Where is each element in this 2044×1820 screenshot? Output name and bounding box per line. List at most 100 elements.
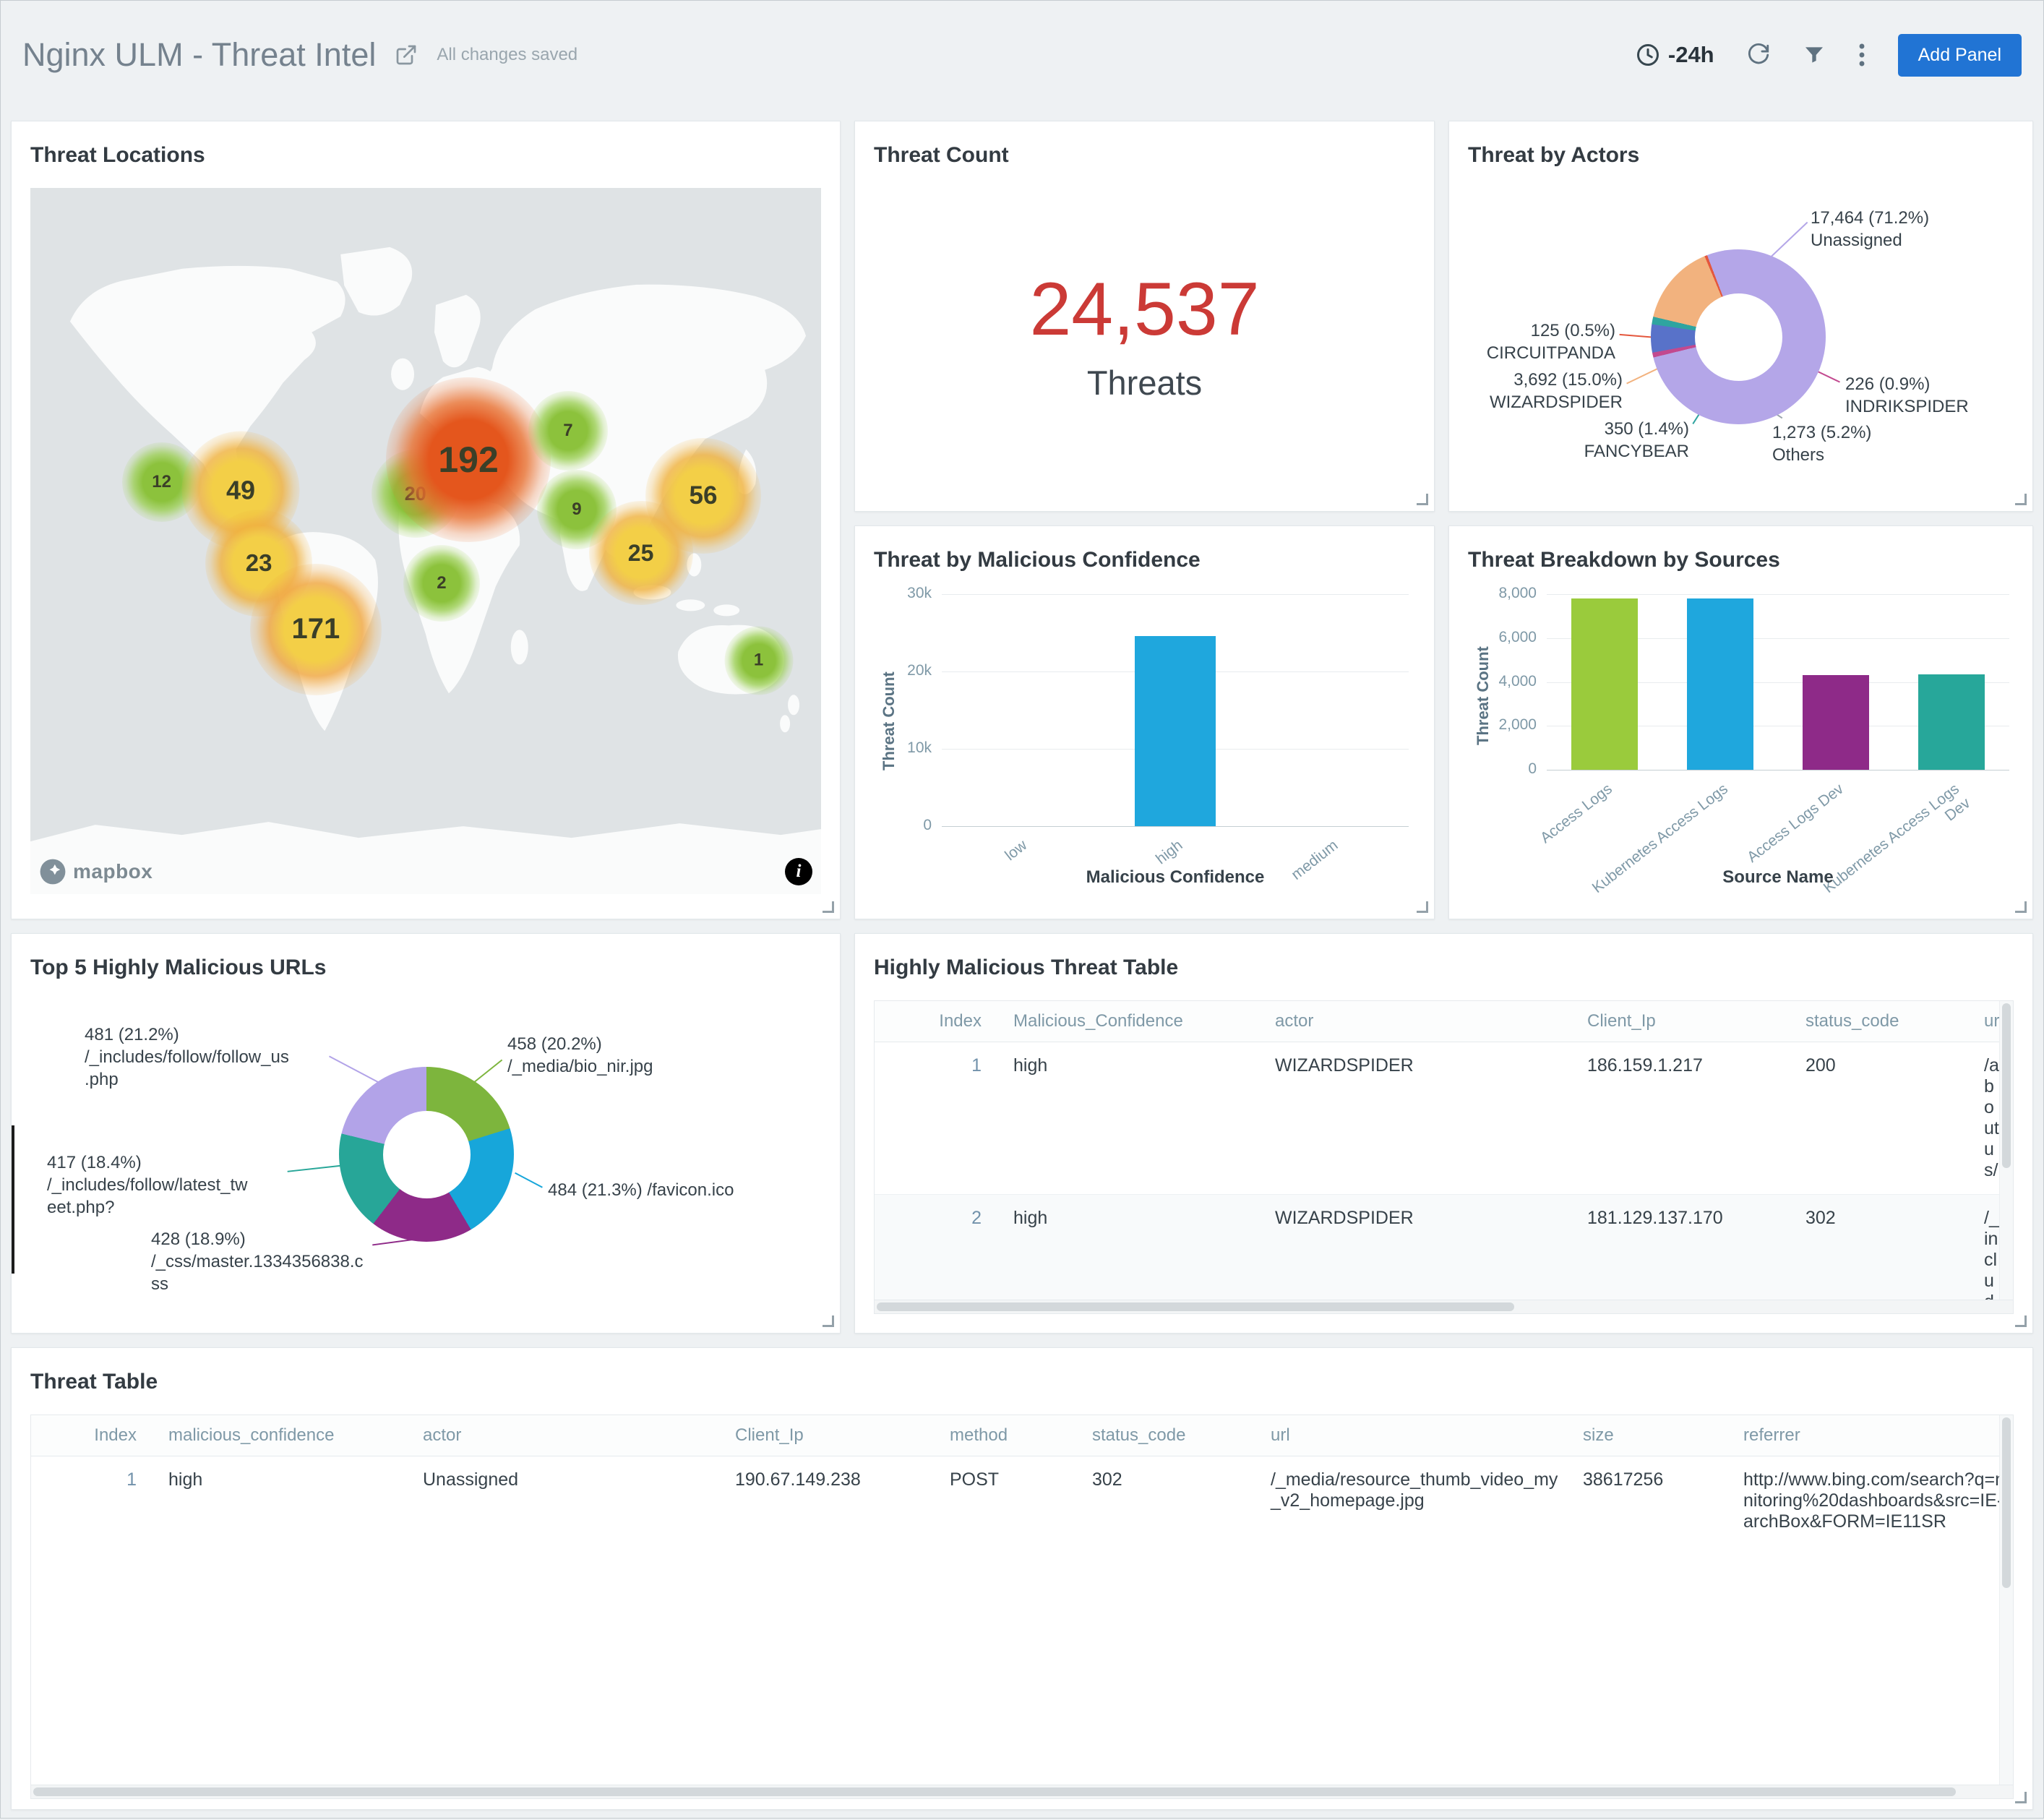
threat-count-value: 24,537 <box>1029 267 1260 351</box>
column-header[interactable]: status_code <box>1794 1001 1972 1042</box>
donut-label-master-css: 428 (18.9%) /_css/master.1334356838.c ss <box>151 1229 364 1295</box>
add-panel-button[interactable]: Add Panel <box>1897 33 2022 77</box>
urls-donut[interactable] <box>339 1067 514 1242</box>
dashboard-header: Nginx ULM - Threat Intel All changes sav… <box>1 1 2043 109</box>
chart-bar[interactable] <box>1135 636 1216 826</box>
horizontal-scrollbar[interactable] <box>875 1300 2013 1313</box>
mapbox-logo-text: mapbox <box>73 860 153 883</box>
dashboard-title: Nginx ULM - Threat Intel <box>22 36 377 73</box>
actors-donut[interactable] <box>1651 249 1826 424</box>
map-threat-bubble[interactable]: 1 <box>724 626 794 695</box>
panel-title: Threat by Malicious Confidence <box>874 548 1201 572</box>
urls-donut-chart: 481 (21.2%) /_includes/follow/follow_us … <box>12 934 840 1333</box>
table-row[interactable]: 1 high WIZARDSPIDER 186.159.1.217 200/aboutu… <box>875 1042 2013 1195</box>
y-axis-title: Threat Count <box>1474 646 1492 746</box>
refresh-icon[interactable] <box>1746 43 1771 67</box>
y-tick-label: 2,000 <box>1498 716 1537 734</box>
table-row[interactable]: 1 high Unassigned 190.67.149.238 POST 302/_me… <box>31 1456 2013 1798</box>
donut-label-indrikspider: 226 (0.9%) INDRIKSPIDER <box>1845 374 1969 417</box>
panel-threat-count: Threat Count 24,537 Threats <box>854 121 1435 512</box>
chart-bar[interactable] <box>1571 598 1638 770</box>
y-tick-label: 20k <box>907 662 932 679</box>
scrollbar-thumb[interactable] <box>2002 1003 2011 1168</box>
chart-bar[interactable] <box>1803 675 1869 770</box>
world-map[interactable]: mapbox i 1249231712021927925561 <box>30 188 821 894</box>
panel-threat-by-actors: Threat by Actors 17,464 (71.2%) Unassign… <box>1448 121 2033 512</box>
scrollbar-thumb[interactable] <box>2002 1417 2011 1588</box>
donut-label-favicon: 484 (21.3%) /favicon.ico <box>548 1180 734 1200</box>
donut-label-latest-tweet: 417 (18.4%) /_includes/follow/latest_tw … <box>47 1153 248 1218</box>
y-tick-label: 30k <box>907 585 932 601</box>
column-header[interactable]: Malicious_Confidence <box>1002 1001 1263 1042</box>
chart-bar[interactable] <box>1918 674 1985 770</box>
panel-threat-locations: Threat Locations <box>11 121 841 919</box>
column-header[interactable]: actor <box>411 1415 723 1456</box>
panel-highly-malicious-table: Highly Malicious Threat Table Index Malic… <box>854 933 2033 1334</box>
donut-label-circuitpanda: 125 (0.5%) CIRCUITPANDA <box>1486 321 1615 364</box>
vertical-scrollbar[interactable] <box>1999 1001 2013 1300</box>
panel-title: Top 5 Highly Malicious URLs <box>30 956 327 979</box>
threat-table: Index malicious_confidence actor Client_Ip m… <box>30 1415 2014 1799</box>
donut-label-follow-us: 481 (21.2%) /_includes/follow/follow_us … <box>85 1025 289 1090</box>
table-row[interactable]: 2 high WIZARDSPIDER 181.129.137.170 302/_inc… <box>875 1194 2013 1313</box>
donut-label-wizardspider: 3,692 (15.0%) WIZARDSPIDER <box>1489 370 1623 413</box>
donut-label-bio-nir: 458 (20.2%) /_media/bio_nir.jpg <box>507 1034 653 1077</box>
panel-title: Threat Breakdown by Sources <box>1468 548 1780 572</box>
column-header[interactable]: url <box>1259 1415 1571 1456</box>
vertical-artifact-line <box>12 1125 14 1274</box>
gridline <box>1547 638 2009 639</box>
horizontal-scrollbar[interactable] <box>31 1785 2013 1798</box>
threat-count-label: Threats <box>1086 363 1203 402</box>
column-header[interactable]: actor <box>1263 1001 1576 1042</box>
kebab-menu-icon[interactable] <box>1858 42 1866 68</box>
x-axis-title: Malicious Confidence <box>1086 867 1265 887</box>
column-header[interactable]: status_code <box>1081 1415 1259 1456</box>
panel-threat-table: Threat Table Index malicious_confidence ac… <box>11 1347 2033 1810</box>
column-header[interactable]: Client_Ip <box>1576 1001 1794 1042</box>
map-threat-bubble[interactable]: 171 <box>249 563 382 695</box>
chart-bar[interactable] <box>1687 598 1753 770</box>
gridline <box>942 826 1409 827</box>
dashboard-grid: Threat Locations <box>1 109 2043 1820</box>
threat-count-display: 24,537 Threats <box>855 186 1434 482</box>
donut-label-unassigned: 17,464 (71.2%) Unassigned <box>1811 208 1930 251</box>
info-icon[interactable]: i <box>785 858 812 885</box>
gridline <box>1547 594 2009 595</box>
panel-threat-breakdown-sources: Threat Breakdown by Sources 0 2,000 4,000 6… <box>1448 525 2033 919</box>
y-tick-label: 4,000 <box>1498 672 1537 690</box>
y-tick-label: 8,000 <box>1498 585 1537 601</box>
y-tick-label: 0 <box>1528 760 1537 777</box>
panel-title: Highly Malicious Threat Table <box>874 956 1179 979</box>
map-threat-bubble[interactable]: 7 <box>528 391 608 471</box>
scrollbar-thumb[interactable] <box>877 1302 1514 1311</box>
gridline <box>1547 682 2009 683</box>
column-header[interactable]: malicious_confidence <box>157 1415 411 1456</box>
y-tick-label: 0 <box>923 817 932 833</box>
donut-label-others: 1,273 (5.2%) Others <box>1772 423 1872 465</box>
y-tick-label: 6,000 <box>1498 628 1537 645</box>
column-header[interactable]: Index <box>31 1415 157 1456</box>
panel-title: Threat by Actors <box>1468 143 1640 167</box>
share-icon[interactable] <box>395 43 418 66</box>
panel-title: Threat Locations <box>30 143 205 167</box>
column-header[interactable]: Client_Ip <box>723 1415 938 1456</box>
column-header[interactable]: referrer <box>1732 1415 2013 1456</box>
scrollbar-thumb[interactable] <box>33 1787 1956 1796</box>
highly-malicious-table: Index Malicious_Confidence actor Client_Ip s… <box>874 1000 2014 1314</box>
confidence-bar-chart: 0 10k 20k 30k low high medium <box>855 526 1434 919</box>
map-threat-bubble[interactable]: 192 <box>386 377 551 543</box>
mapbox-logo[interactable]: mapbox <box>39 858 153 885</box>
column-header[interactable]: size <box>1571 1415 1732 1456</box>
filter-icon[interactable] <box>1803 43 1826 66</box>
column-header[interactable]: method <box>938 1415 1081 1456</box>
mapbox-logo-icon <box>40 859 66 885</box>
column-header[interactable]: Index <box>875 1001 1002 1042</box>
actors-donut-chart: 17,464 (71.2%) Unassigned 125 (0.5%) CIR… <box>1449 121 2032 511</box>
donut-label-fancybear: 350 (1.4%) FANCYBEAR <box>1584 419 1689 462</box>
save-status: All changes saved <box>437 45 578 64</box>
time-range-control[interactable]: -24h <box>1635 42 1714 68</box>
map-threat-bubble[interactable]: 2 <box>403 545 480 622</box>
gridline <box>942 594 1409 595</box>
vertical-scrollbar[interactable] <box>1999 1415 2013 1785</box>
map-threat-bubble[interactable]: 56 <box>645 437 761 554</box>
